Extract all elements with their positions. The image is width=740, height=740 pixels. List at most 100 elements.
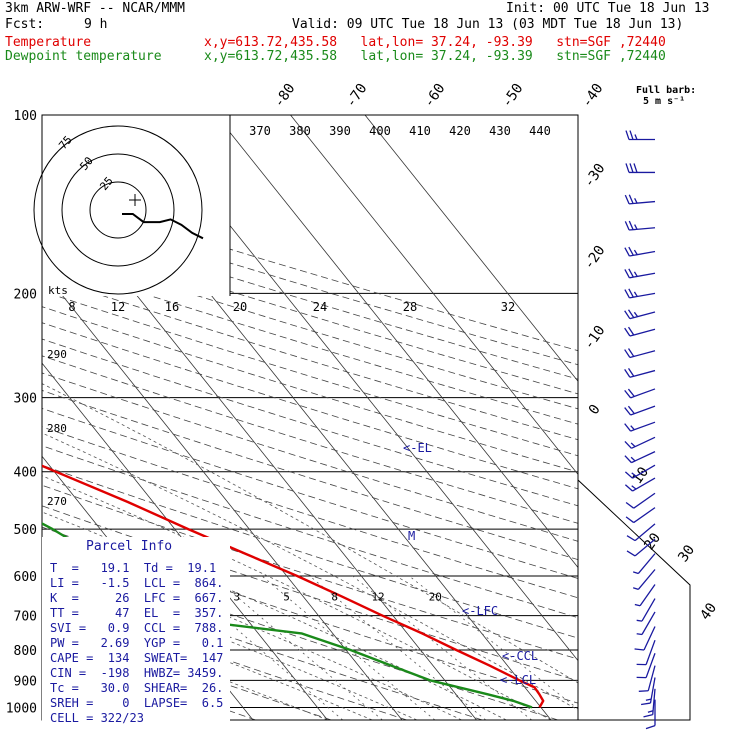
parcel-row: PW = 2.69 YGP = 0.1	[50, 636, 224, 650]
wind-barb-staff	[629, 250, 656, 257]
parcel-info-panel: Parcel Info T = 19.1 Td = 19.1 LI = -1.5…	[42, 537, 230, 725]
wind-barb-half-flag	[630, 456, 636, 462]
mixing-ratio-label: 3	[233, 591, 240, 604]
wind-barb-staff	[629, 272, 656, 279]
wind-barb-staff	[637, 569, 656, 590]
wind-barb-flag	[627, 309, 635, 319]
diagram-frame	[41, 114, 691, 721]
isotherm-label: -20	[581, 243, 609, 273]
wind-barb-flag	[629, 130, 634, 140]
wind-barb-staff	[629, 369, 656, 378]
wind-barbs	[624, 130, 656, 730]
theta-label: 400	[369, 124, 391, 138]
mixing-ratio-line	[309, 575, 487, 720]
wind-barb-half-flag	[633, 271, 638, 277]
wind-barb-half-flag	[636, 619, 643, 622]
wind-barb-flag	[624, 455, 632, 464]
parcel-row: CAPE = 134 SWEAT= 147	[50, 651, 224, 665]
dry-adiabat	[42, 594, 407, 720]
wind-barb-staff	[631, 436, 656, 449]
wind-barb	[624, 246, 656, 257]
mixing-ratio-label: 8	[331, 591, 338, 604]
wind-barb	[624, 268, 656, 279]
dry-adiabat	[42, 426, 578, 599]
wind-barb-half-flag	[632, 587, 639, 591]
hodograph-ring	[33, 125, 203, 295]
wind-barb-staff	[629, 350, 656, 359]
wind-barb-half-flag	[630, 442, 636, 448]
wind-barb-flag	[624, 471, 633, 479]
level-annotations: <-EL M <-LFC <-CCL <-LCL	[403, 441, 538, 687]
pressure-tick-label: 300	[14, 392, 37, 407]
dry-adiabat	[42, 338, 578, 507]
wind-barb	[624, 405, 656, 416]
wind-barb-flag	[633, 163, 638, 173]
wind-scale-label: 32	[501, 300, 515, 314]
wind-barb-staff	[633, 492, 656, 509]
wind-barb-flag	[625, 516, 635, 524]
wind-barb-staff	[631, 451, 656, 464]
wind-barb-half-flag	[630, 425, 635, 431]
dry-adiabat	[42, 217, 578, 380]
wind-barb-half-flag	[636, 633, 643, 636]
wind-barb-staff	[643, 626, 656, 651]
wind-barb	[624, 326, 656, 337]
parcel-row: CELL = 322/23	[50, 711, 144, 725]
hodograph-ring	[61, 153, 175, 267]
wind-barb	[624, 436, 656, 449]
theta-label: 410	[409, 124, 431, 138]
wind-barb	[624, 451, 656, 464]
wind-barb-flag	[624, 327, 631, 337]
wind-barb	[634, 584, 656, 607]
wind-barb-staff	[630, 421, 656, 432]
dry-adiabat	[42, 445, 578, 619]
isotherm-label: 30	[675, 542, 698, 565]
wind-barb	[624, 309, 656, 320]
theta-side-label: 290	[47, 348, 67, 361]
pressure-tick-label: 900	[14, 674, 37, 689]
isotherm-line	[42, 269, 403, 720]
wind-barb-staff	[645, 653, 656, 678]
level-annotation: <-LFC	[462, 604, 498, 618]
forecast-hour: 9 h	[84, 17, 108, 32]
wind-barb-staff	[647, 665, 656, 691]
parcel-row: SVI = 0.9 CCL = 788.	[50, 621, 224, 635]
wind-barb-staff	[630, 405, 656, 416]
wind-barb	[645, 699, 656, 730]
wind-barb-half-flag	[631, 485, 637, 490]
parcel-row: TT = 47 EL = 357.	[50, 606, 224, 620]
wind-barb-flag	[628, 246, 634, 256]
parcel-row: CIN = -198 HWBZ= 3459.	[50, 666, 224, 680]
mixing-ratio-line	[261, 575, 436, 720]
wind-barb	[624, 477, 656, 492]
isotherm-line	[290, 115, 578, 476]
wind-barb-staff	[649, 677, 656, 704]
wind-barb-staff	[641, 611, 656, 635]
temperature-location: x,y=613.72,435.58 lat,lon= 37.24, -93.39…	[204, 35, 666, 50]
wind-barb	[624, 421, 656, 432]
isotherm-line	[42, 362, 328, 720]
wind-barb	[632, 553, 656, 575]
moist-adiabat	[42, 383, 578, 684]
wind-barb-flag	[624, 423, 632, 432]
mixing-ratio-line	[352, 575, 532, 720]
wind-barb-flag	[624, 247, 630, 257]
wind-barb-flag	[628, 194, 634, 204]
wind-barb-flag	[625, 502, 635, 509]
theta-label: 440	[529, 124, 551, 138]
isotherm-label: -60	[421, 81, 449, 111]
isotherm-line	[364, 115, 578, 382]
wind-barb-flag	[624, 289, 630, 299]
parcel-row: LI = -1.5 LCL = 864.	[50, 576, 224, 590]
theta-side-label: 270	[47, 495, 67, 508]
wind-barb	[636, 598, 656, 622]
wind-scale-label: 20	[233, 300, 247, 314]
wind-barb-half-flag	[634, 134, 638, 140]
wind-barb-flag	[645, 724, 656, 730]
pressure-tick-label: 800	[14, 644, 37, 659]
wind-barb-half-flag	[631, 472, 637, 477]
wind-barb-flag	[627, 405, 635, 415]
wind-barb	[624, 348, 656, 359]
barb-legend-units: 5 m s⁻¹	[643, 96, 685, 107]
level-annotation: <-LCL	[500, 673, 536, 687]
